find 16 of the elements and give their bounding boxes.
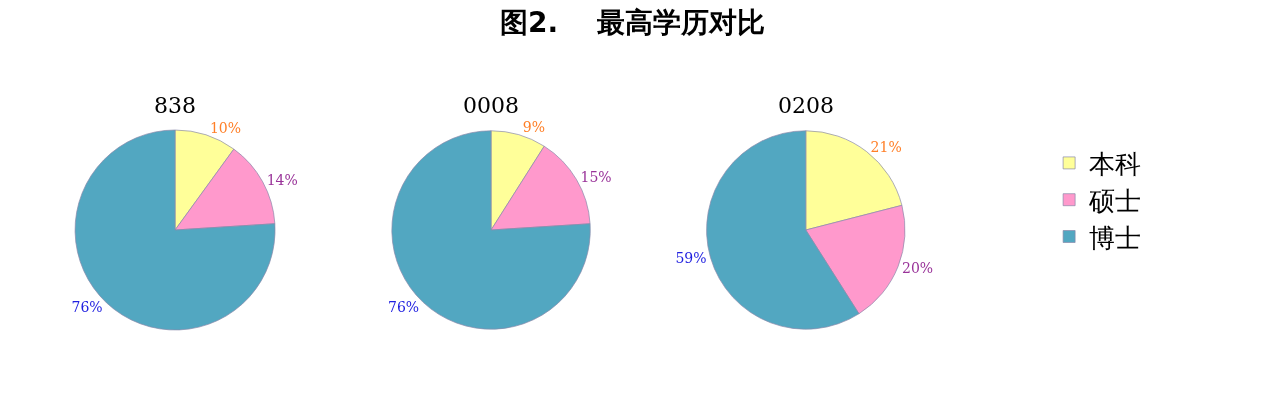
legend-label: 本科 xyxy=(1089,149,1142,180)
data-label: 76% xyxy=(388,298,420,315)
data-label: 10% xyxy=(209,119,242,136)
data-label: 20% xyxy=(902,259,934,276)
chart-title: 0208 xyxy=(778,93,834,118)
legend-label: 博士 xyxy=(1089,222,1142,253)
data-label: 14% xyxy=(266,171,298,188)
legend-label: 硕士 xyxy=(1088,185,1142,216)
caption: 图2. 最高学历对比 xyxy=(500,6,766,39)
chart-title: 838 xyxy=(154,93,196,118)
data-label: 9% xyxy=(522,119,545,136)
chart-title: 0008 xyxy=(463,93,519,118)
data-label: 59% xyxy=(675,250,707,267)
data-label: 76% xyxy=(71,299,103,316)
data-label: 15% xyxy=(580,169,612,186)
data-label: 21% xyxy=(870,138,902,155)
